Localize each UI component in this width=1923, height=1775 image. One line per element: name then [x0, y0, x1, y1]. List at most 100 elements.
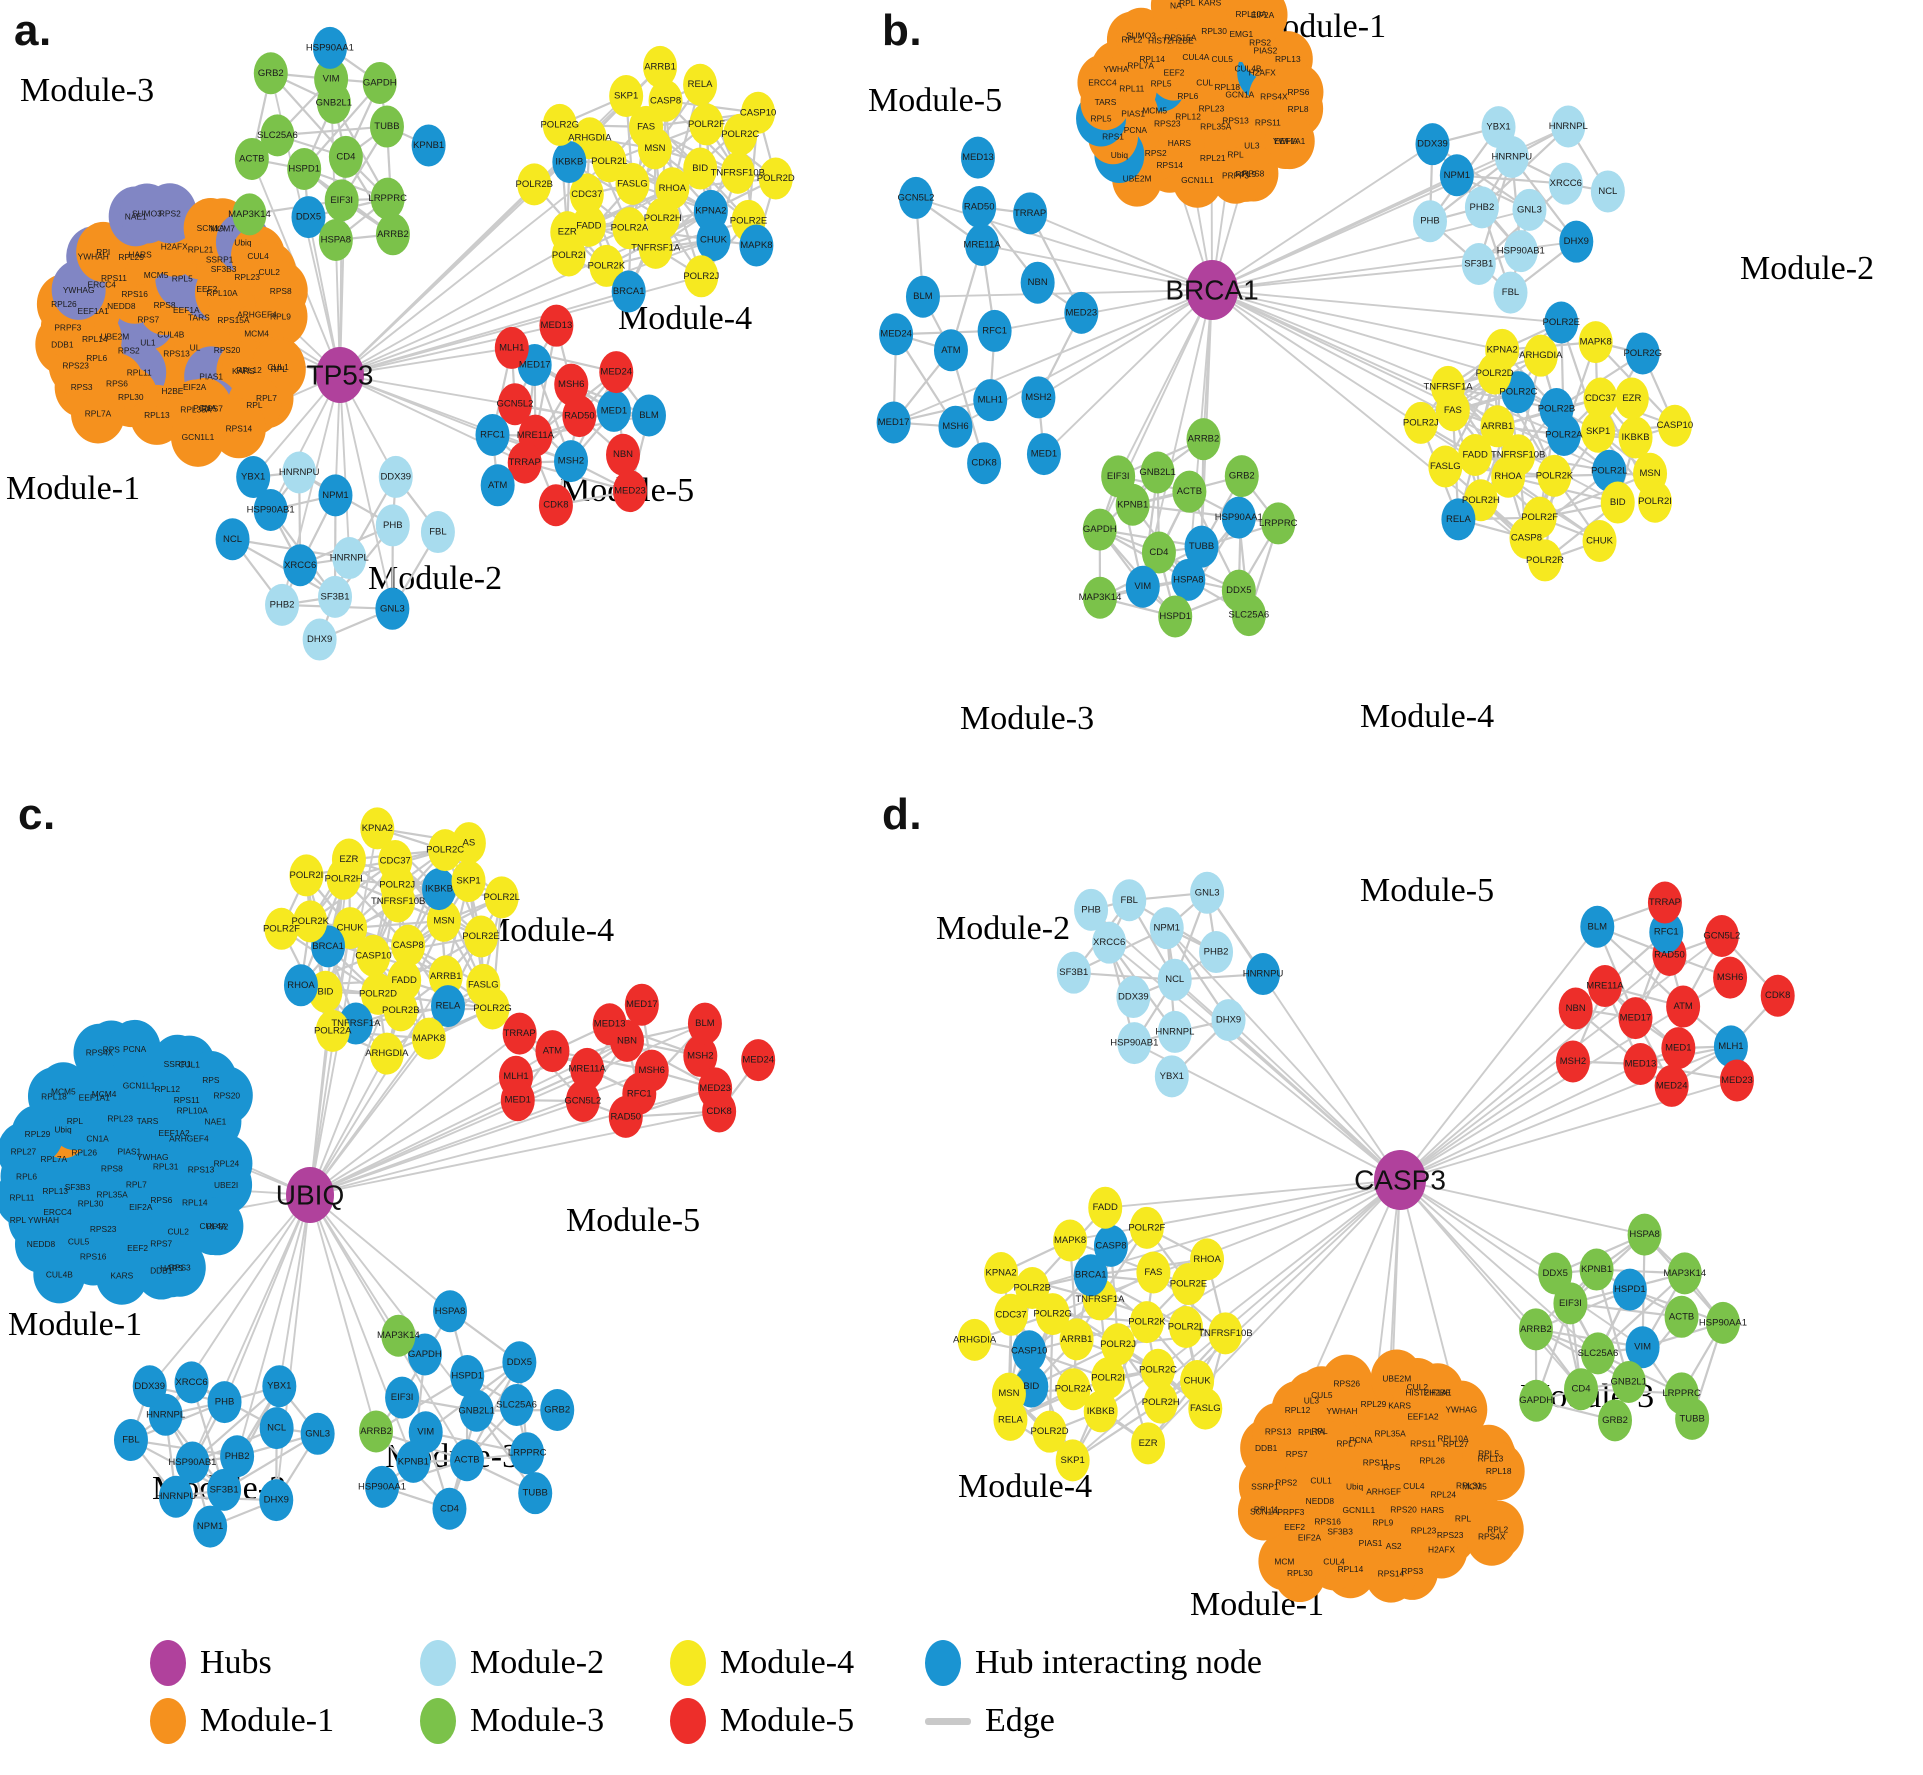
- network-node: [500, 1079, 535, 1122]
- network-node: [1141, 1348, 1176, 1391]
- network-node: [1647, 881, 1682, 924]
- legend-label-module-3: Module-3: [470, 1702, 605, 1739]
- network-node: [1211, 999, 1246, 1042]
- network-node: [1088, 1186, 1123, 1229]
- network-node: [1461, 242, 1496, 285]
- network-node: [1664, 1295, 1699, 1338]
- network-node: [1320, 1354, 1373, 1413]
- network-node: [535, 1030, 570, 1073]
- network-node: [385, 1376, 420, 1419]
- network-node: [554, 363, 589, 406]
- network-node: [253, 286, 308, 347]
- panel-d-letter: d.: [882, 790, 923, 839]
- network-node: [570, 1047, 605, 1090]
- network-node: [1598, 1399, 1633, 1442]
- network-node: [1117, 1022, 1152, 1065]
- panel-a: a. Module-3 Module-1 Module-4 Module-2 M…: [0, 0, 860, 790]
- network-node: [1035, 1293, 1070, 1336]
- network-node: [191, 1197, 244, 1256]
- network-node: [1210, 147, 1261, 204]
- network-node: [1116, 7, 1167, 64]
- network-node: [1614, 377, 1649, 420]
- network-node: [1564, 1368, 1599, 1411]
- network-node: [609, 74, 644, 117]
- network-node: [1512, 188, 1547, 231]
- network-node: [1637, 480, 1672, 523]
- network-node: [1140, 451, 1175, 494]
- network-node: [1074, 888, 1109, 931]
- network-node: [1184, 525, 1219, 568]
- panel-b-module4-label: Module-4: [1360, 698, 1495, 735]
- network-node: [375, 587, 410, 630]
- legend-label-module-2: Module-2: [470, 1644, 605, 1681]
- panel-d: d. Module-2 Module-5 Module-4 Module-3 M…: [860, 790, 1923, 1640]
- network-node: [1091, 1357, 1126, 1400]
- network-node: [234, 137, 269, 180]
- network-node: [1172, 470, 1207, 513]
- network-node: [259, 1407, 294, 1450]
- panel-b: b. Module-5 Module-1 Module-2 Module-3 M…: [860, 0, 1923, 790]
- network-node: [142, 183, 197, 244]
- network-node: [1364, 1544, 1417, 1603]
- network-node: [1431, 365, 1466, 408]
- network-node: [1149, 907, 1184, 950]
- network-node: [1518, 1308, 1553, 1351]
- network-node: [499, 1384, 534, 1427]
- legend-item-module-5: Module-5: [670, 1698, 854, 1744]
- network-node: [207, 1381, 242, 1424]
- panel-b-module5-label: Module-5: [868, 82, 1003, 119]
- network-node: [264, 907, 299, 950]
- network-node: [291, 196, 326, 239]
- network-node: [596, 389, 631, 432]
- network-node: [876, 401, 911, 444]
- network-node: [683, 1034, 718, 1077]
- network-node: [1551, 105, 1586, 148]
- network-node: [687, 1002, 722, 1045]
- network-node: [293, 900, 328, 943]
- network-node: [200, 1066, 253, 1125]
- network-node: [539, 304, 574, 347]
- network-node: [302, 618, 337, 661]
- network-node: [1465, 1507, 1518, 1566]
- network-node: [1666, 985, 1701, 1028]
- hub-node: [1374, 1150, 1426, 1210]
- network-node: [1053, 1219, 1088, 1262]
- network-node: [1558, 987, 1593, 1030]
- network-node: [1548, 162, 1583, 205]
- network-node: [599, 351, 634, 394]
- network-node: [1015, 1267, 1050, 1310]
- network-node: [1403, 401, 1438, 444]
- network-node: [1428, 445, 1463, 488]
- network-node: [502, 1341, 537, 1384]
- network-node: [1208, 1312, 1243, 1355]
- network-node: [1190, 1238, 1225, 1281]
- network-node: [459, 1389, 494, 1432]
- network-node: [518, 1472, 553, 1515]
- network-node: [312, 26, 347, 69]
- legend-swatch-module-2: [420, 1640, 456, 1686]
- legend-item-module-4: Module-4: [670, 1640, 854, 1686]
- svg-text:UBIQ: UBIQ: [276, 1180, 344, 1211]
- network-node: [289, 854, 324, 897]
- network-node: [1246, 953, 1281, 996]
- network-node: [696, 219, 731, 262]
- network-node: [1064, 291, 1099, 334]
- network-node: [1611, 1360, 1646, 1403]
- network-node: [132, 1365, 167, 1408]
- network-node: [220, 1435, 255, 1478]
- network-node: [170, 406, 225, 467]
- network-node: [1654, 1064, 1689, 1107]
- network-node: [689, 103, 724, 146]
- network-node: [391, 924, 426, 967]
- network-node: [265, 583, 300, 626]
- network-node: [565, 1080, 600, 1123]
- network-node: [1261, 502, 1296, 545]
- network-node: [1157, 958, 1192, 1001]
- network-node: [977, 309, 1012, 352]
- network-node: [1537, 454, 1572, 497]
- network-node: [612, 207, 647, 250]
- network-node: [215, 518, 250, 561]
- network-node: [287, 148, 322, 191]
- network-node: [510, 1432, 545, 1475]
